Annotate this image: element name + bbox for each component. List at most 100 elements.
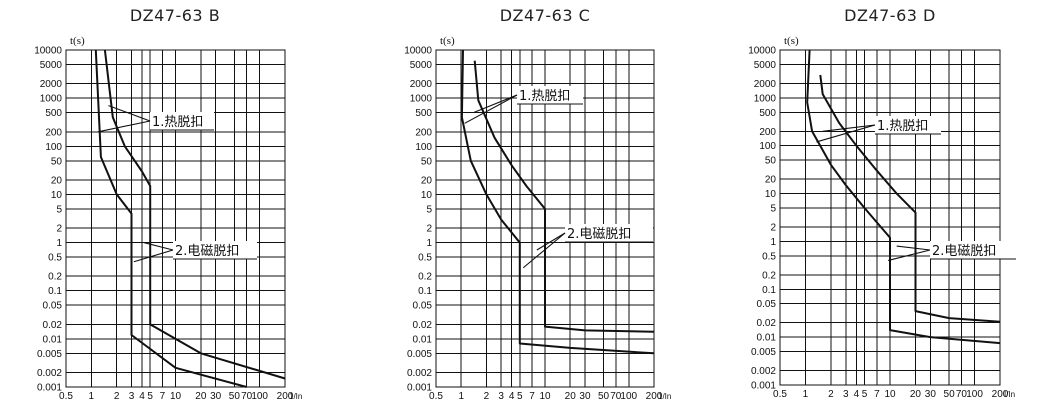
- y-tick-label: 2: [56, 224, 62, 235]
- x-tick-label: 4: [854, 389, 860, 400]
- y-tick-label: 10: [421, 190, 433, 201]
- plot-frame: [779, 49, 1001, 386]
- y-tick-label: 200: [45, 127, 62, 138]
- y-tick-label: 2000: [410, 79, 433, 90]
- y-tick-label: 500: [45, 108, 62, 119]
- y-axis-label: t(s): [70, 35, 85, 47]
- y-tick-label: 0.5: [762, 251, 776, 262]
- x-tick-label: 5: [147, 391, 153, 402]
- x-tick-label: 10: [539, 391, 551, 402]
- y-tick-label: 5: [770, 203, 776, 214]
- x-tick-label: 2: [828, 389, 834, 400]
- y-tick-label: 20: [421, 175, 433, 186]
- y-tick-label: 1: [56, 238, 62, 249]
- y-tick-label: 2000: [754, 79, 777, 90]
- plot-frame: [435, 49, 655, 388]
- y-tick-label: 50: [51, 156, 63, 167]
- y-tick-label: 0.5: [48, 253, 62, 264]
- y-tick-label: 0.1: [762, 285, 776, 296]
- y-tick-label: 0.005: [37, 349, 62, 360]
- x-tick-label: 0.5: [59, 391, 73, 402]
- x-tick-label: 50: [598, 391, 610, 402]
- y-tick-label: 100: [45, 142, 62, 153]
- x-tick-label: 3: [498, 391, 504, 402]
- x-tick-label: 1: [803, 389, 809, 400]
- x-tick-label: 20: [565, 391, 577, 402]
- y-tick-label: 0.5: [418, 253, 432, 264]
- x-tick-label: 70: [610, 391, 622, 402]
- x-tick-label: 50: [229, 391, 241, 402]
- x-tick-label: 10: [884, 389, 896, 400]
- annotation-label: 1.热脱扣: [519, 89, 570, 104]
- y-tick-label: 0.01: [757, 333, 777, 344]
- y-tick-label: 500: [415, 108, 432, 119]
- x-tick-label: 20: [195, 391, 207, 402]
- x-tick-label: 0.5: [429, 391, 443, 402]
- y-tick-label: 10000: [404, 46, 432, 57]
- x-tick-label: 7: [160, 391, 166, 402]
- y-tick-label: 1000: [410, 94, 433, 105]
- annotation-leader: [822, 124, 876, 132]
- y-tick-label: 0.1: [418, 286, 432, 297]
- y-tick-label: 100: [415, 142, 432, 153]
- y-tick-label: 100: [759, 141, 776, 152]
- annotation-leader: [887, 249, 931, 262]
- trip-curve-2: [103, 49, 286, 380]
- y-tick-label: 5000: [40, 60, 63, 71]
- annotation-leader: [143, 242, 174, 251]
- plot-frame: [65, 49, 286, 388]
- x-tick-label: 200: [277, 391, 294, 402]
- y-tick-label: 2000: [40, 79, 63, 90]
- y-tick-label: 20: [765, 175, 777, 186]
- chart-title: DZ47-63 D: [844, 6, 936, 25]
- chart-1: DZ47-63 B 10000 5000 2000 1000 500 200 100 50 20 1…: [34, 6, 302, 402]
- x-tick-label: 50: [944, 389, 956, 400]
- y-tick-label: 1000: [40, 94, 63, 105]
- annotation-leader: [133, 249, 174, 263]
- annotation-background: [517, 86, 583, 104]
- annotation-leader: [108, 105, 151, 122]
- y-tick-label: 10000: [748, 46, 776, 57]
- y-tick-label: 20: [51, 175, 63, 186]
- x-unit-label: 1/In: [658, 392, 671, 401]
- annotation-background: [930, 241, 1016, 259]
- annotation-leader: [816, 124, 876, 143]
- y-tick-label: 5000: [410, 60, 433, 71]
- x-tick-label: 70: [956, 389, 968, 400]
- y-tick-label: 1: [770, 237, 776, 248]
- y-tick-label: 10: [765, 189, 777, 200]
- x-tick-label: 30: [579, 391, 591, 402]
- y-tick-label: 5000: [754, 60, 777, 71]
- y-tick-label: 0.002: [37, 368, 62, 379]
- y-tick-label: 0.001: [37, 383, 62, 394]
- x-tick-label: 3: [843, 389, 849, 400]
- y-tick-label: 0.01: [43, 334, 63, 345]
- y-tick-label: 0.05: [413, 301, 433, 312]
- y-tick-label: 2: [426, 224, 432, 235]
- annotation-background: [875, 116, 941, 134]
- annotation-leader: [522, 232, 566, 269]
- x-tick-label: 2: [114, 391, 120, 402]
- y-tick-label: 2: [770, 223, 776, 234]
- annotation-label: 2.电磁脱扣: [932, 244, 996, 259]
- y-tick-label: 0.02: [413, 320, 433, 331]
- y-tick-label: 0.01: [413, 334, 433, 345]
- y-tick-label: 1: [426, 238, 432, 249]
- y-tick-label: 0.05: [757, 299, 777, 310]
- y-tick-label: 5: [56, 204, 62, 215]
- x-tick-label: 100: [620, 391, 637, 402]
- x-tick-label: 30: [210, 391, 222, 402]
- trip-curve-1: [806, 49, 1001, 345]
- y-tick-label: 0.2: [762, 270, 776, 281]
- chart-title: DZ47-63 C: [500, 6, 591, 25]
- x-tick-label: 4: [139, 391, 145, 402]
- y-tick-label: 0.001: [751, 381, 776, 392]
- x-tick-label: 4: [509, 391, 515, 402]
- trip-curve-1: [94, 49, 247, 388]
- annotation-leader: [536, 232, 566, 251]
- x-unit-label: 1/In: [289, 392, 302, 401]
- y-tick-label: 10: [51, 190, 63, 201]
- x-tick-label: 70: [241, 391, 253, 402]
- y-tick-label: 0.005: [407, 349, 432, 360]
